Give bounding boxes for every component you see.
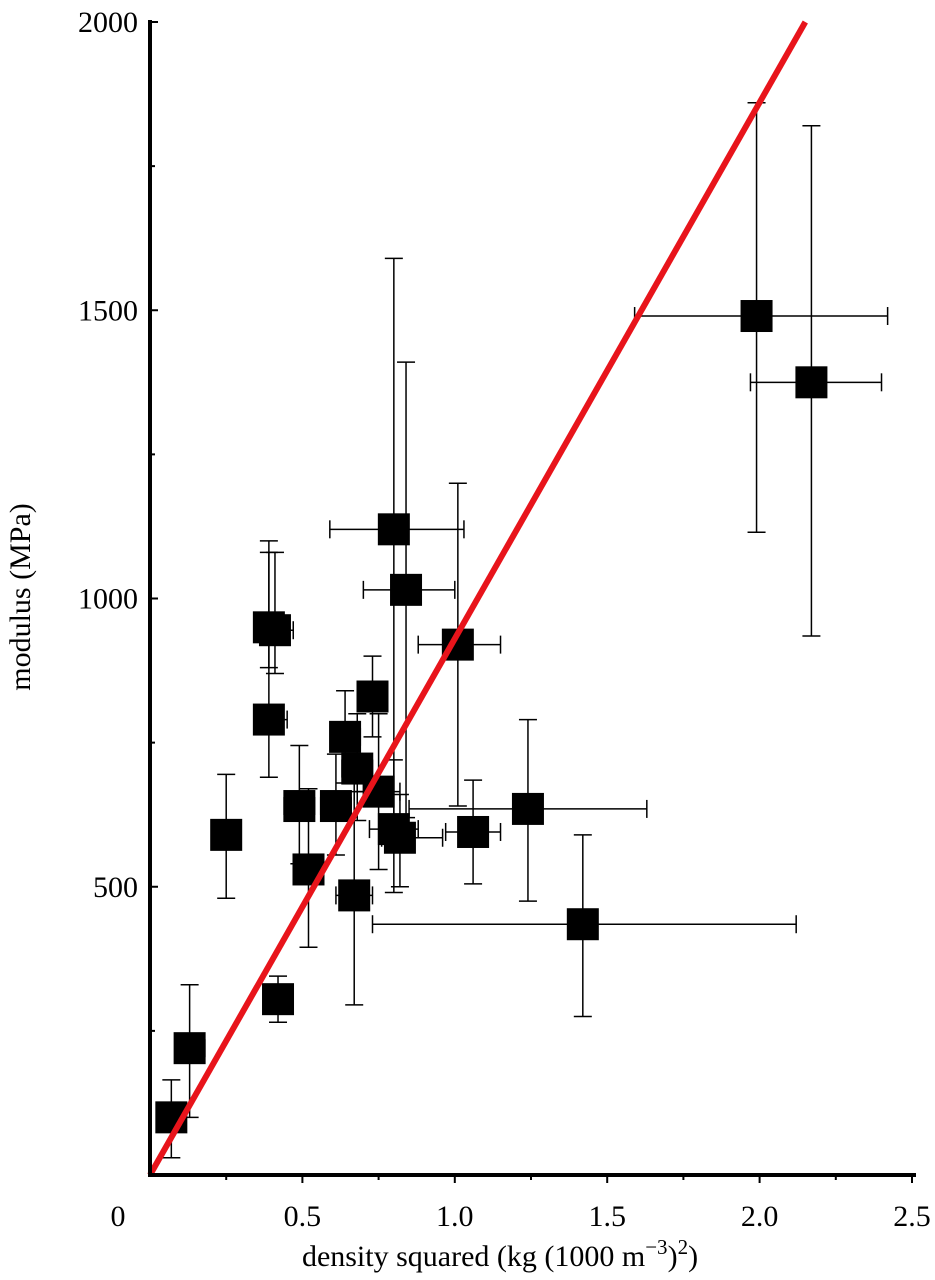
data-point	[377, 513, 410, 546]
tick-labels: 500 1000 1500 2000 0 0.5 1.0 1.5 2.0 2.5	[78, 6, 931, 1233]
data-point	[457, 815, 490, 848]
x-tick-label: 1.0	[436, 1200, 474, 1233]
data-point	[329, 720, 362, 753]
data-point	[173, 1032, 206, 1065]
data-point	[390, 573, 423, 606]
x-tick-label: 1.5	[588, 1200, 626, 1233]
y-axis-title: modulus (MPa)	[4, 503, 37, 691]
x-tick-label: 0	[111, 1200, 126, 1233]
y-tick-label: 1000	[78, 583, 138, 616]
y-tick-label: 500	[93, 871, 138, 904]
error-bar	[258, 551, 288, 778]
data-point	[319, 790, 352, 823]
data-point	[383, 821, 416, 854]
data-point	[210, 818, 243, 851]
data-point	[283, 790, 316, 823]
x-tick-label: 0.5	[284, 1200, 322, 1233]
error-bar	[258, 540, 282, 669]
x-axis-title: density squared (kg (1000 m−3)2)	[302, 1235, 698, 1273]
fit-line-group	[147, 20, 808, 1177]
data-point	[511, 792, 544, 825]
y-tick-label: 2000	[78, 6, 138, 39]
data-markers	[155, 300, 828, 1134]
fit-line	[147, 20, 808, 1177]
data-point	[338, 879, 371, 912]
y-tick-label: 1500	[78, 294, 138, 327]
x-tick-label: 2.0	[741, 1200, 779, 1233]
data-point	[262, 983, 295, 1016]
data-point	[795, 366, 828, 399]
x-tick-label: 2.5	[893, 1200, 931, 1233]
data-point	[258, 614, 291, 647]
data-point	[740, 300, 773, 333]
data-point	[566, 908, 599, 941]
axes	[148, 20, 916, 1177]
data-point	[356, 680, 389, 713]
data-point	[252, 703, 285, 736]
